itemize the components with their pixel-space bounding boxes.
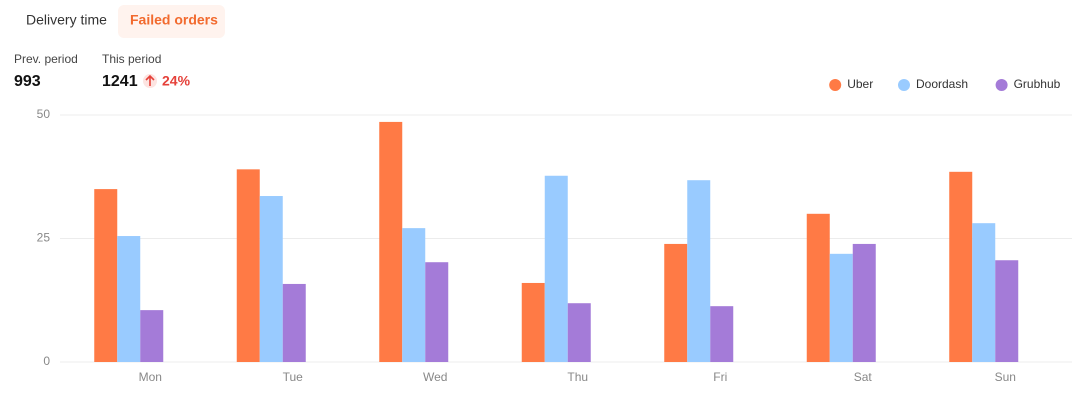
stat-change: 24% [162,73,191,89]
tab[interactable]: Delivery time [26,12,107,28]
legend-label: Grubhub [1014,77,1061,91]
bar [117,236,141,362]
tab[interactable]: Failed orders [130,12,218,28]
bar [995,260,1019,362]
x-tick-label: Mon [139,370,162,384]
bar [282,283,306,362]
bar [567,303,591,362]
x-tick-label: Sun [995,370,1016,384]
bar [140,310,164,362]
stat-value: 1241 [102,73,138,90]
legend-swatch [898,79,910,91]
stat-label: Prev. period [14,52,78,66]
legend-label: Doordash [916,77,968,91]
x-tick-label: Wed [423,370,447,384]
bar [521,282,545,362]
x-tick-label: Fri [713,370,727,384]
bar [710,306,734,362]
legend-label: Uber [847,77,873,91]
bar [687,180,711,362]
bar [852,243,876,362]
bar [949,171,973,362]
bar [425,262,449,362]
bar [806,213,830,362]
bar [236,169,260,362]
y-tick-label: 0 [43,354,50,368]
bar [972,223,996,362]
bar [664,243,688,362]
up-arrow-icon [143,74,157,88]
bar [829,253,853,362]
y-tick-label: 50 [37,107,51,121]
bar [259,196,283,362]
bar [544,175,568,362]
bar [402,228,426,362]
stat-label: This period [102,52,161,66]
bar [94,189,118,362]
legend-swatch [995,79,1008,91]
bar [379,121,403,362]
stat-value: 993 [14,73,41,90]
active-tab-bg [118,5,225,38]
y-tick-label: 25 [37,231,51,245]
x-tick-label: Tue [283,370,304,384]
legend-swatch [829,79,842,91]
x-tick-label: Sat [854,370,873,384]
x-tick-label: Thu [567,370,588,384]
